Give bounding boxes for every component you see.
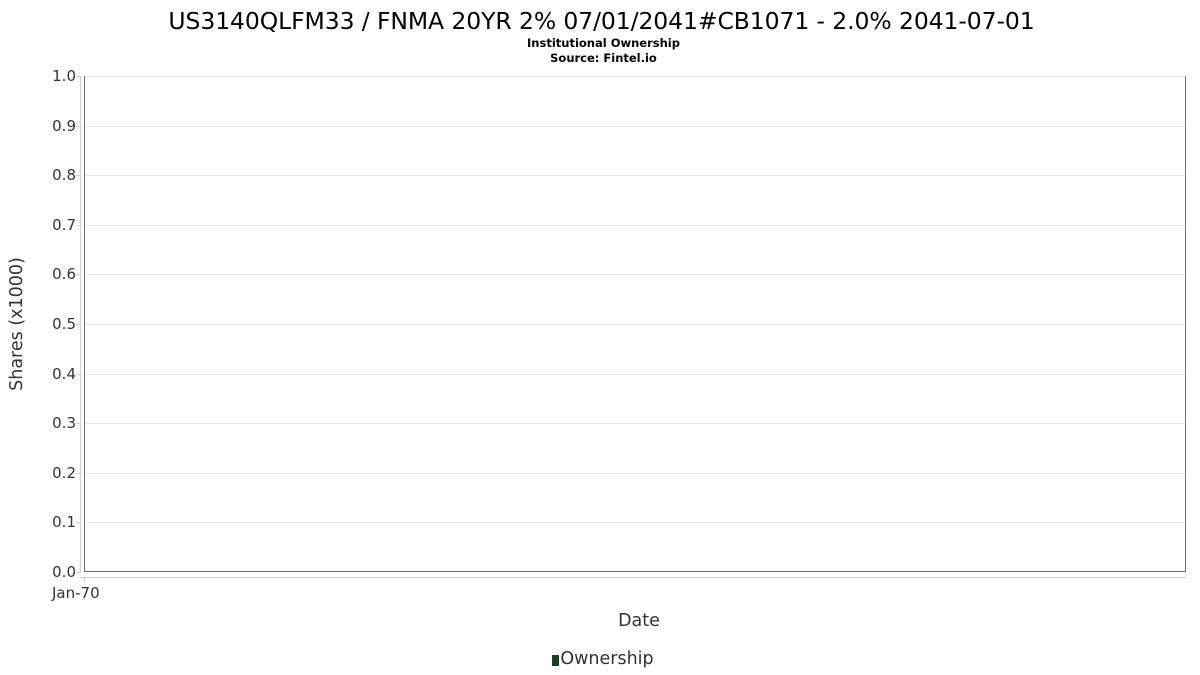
y-axis-tick-mark bbox=[76, 373, 81, 375]
y-axis-tick-label: 0.0 bbox=[52, 563, 76, 581]
chart-subtitle: Institutional Ownership bbox=[527, 36, 680, 50]
gridline bbox=[85, 76, 1185, 77]
y-axis-tick-mark bbox=[76, 274, 81, 276]
y-axis-tick-label: 0.6 bbox=[52, 265, 76, 284]
x-axis-spine bbox=[80, 577, 1186, 578]
y-axis-tick-label: 0.5 bbox=[52, 315, 76, 333]
x-axis-tick-mark bbox=[84, 577, 85, 582]
y-axis-tick-mark bbox=[76, 572, 81, 573]
y-axis-label-text: Shares (x1000) bbox=[7, 257, 27, 391]
legend-item-ownership[interactable]: Ownership bbox=[552, 648, 654, 670]
y-axis-tick-mark bbox=[76, 76, 81, 77]
gridline bbox=[85, 472, 1185, 474]
y-axis-tick-label: 0.4 bbox=[52, 364, 76, 383]
y-axis-tick-mark bbox=[76, 175, 81, 177]
y-axis-tick-label: 0.2 bbox=[52, 463, 76, 482]
x-axis-tick-label: Jan-70 bbox=[52, 584, 100, 602]
page-title: US3140QLFM33 / FNMA 20YR 2% 07/01/2041#C… bbox=[168, 7, 1035, 35]
gridline bbox=[85, 274, 1185, 276]
legend-swatch-icon bbox=[552, 654, 560, 666]
y-axis-tick-label: 0.7 bbox=[52, 215, 76, 234]
y-axis-tick-mark bbox=[76, 125, 81, 127]
chart-legend: Ownership bbox=[0, 648, 1200, 670]
chart-source-attribution: Source: Fintel.io bbox=[550, 51, 657, 65]
gridline bbox=[85, 373, 1185, 375]
gridline bbox=[85, 522, 1185, 524]
y-axis-tick-label: 0.1 bbox=[52, 513, 76, 532]
plot-gridlines bbox=[85, 76, 1185, 571]
y-axis-tick-label: 0.8 bbox=[52, 166, 76, 185]
legend-item-label: Ownership bbox=[560, 649, 654, 669]
x-axis-label: Date bbox=[618, 611, 660, 631]
y-axis-tick-mark bbox=[76, 472, 81, 474]
y-axis-tick-label: 0.9 bbox=[52, 116, 76, 135]
y-axis-tick-mark bbox=[76, 522, 81, 524]
gridline bbox=[85, 125, 1185, 127]
gridline bbox=[85, 423, 1185, 425]
y-axis-tick-label: 1.0 bbox=[52, 67, 76, 85]
plot-area bbox=[84, 76, 1186, 572]
gridline bbox=[85, 324, 1185, 325]
gridline bbox=[85, 224, 1185, 226]
gridline bbox=[85, 175, 1185, 177]
y-axis-tick-mark bbox=[76, 423, 81, 425]
y-axis-tick-label: 0.3 bbox=[52, 414, 76, 433]
y-axis-tick-mark bbox=[76, 224, 81, 226]
y-axis-tick-mark bbox=[76, 324, 81, 325]
